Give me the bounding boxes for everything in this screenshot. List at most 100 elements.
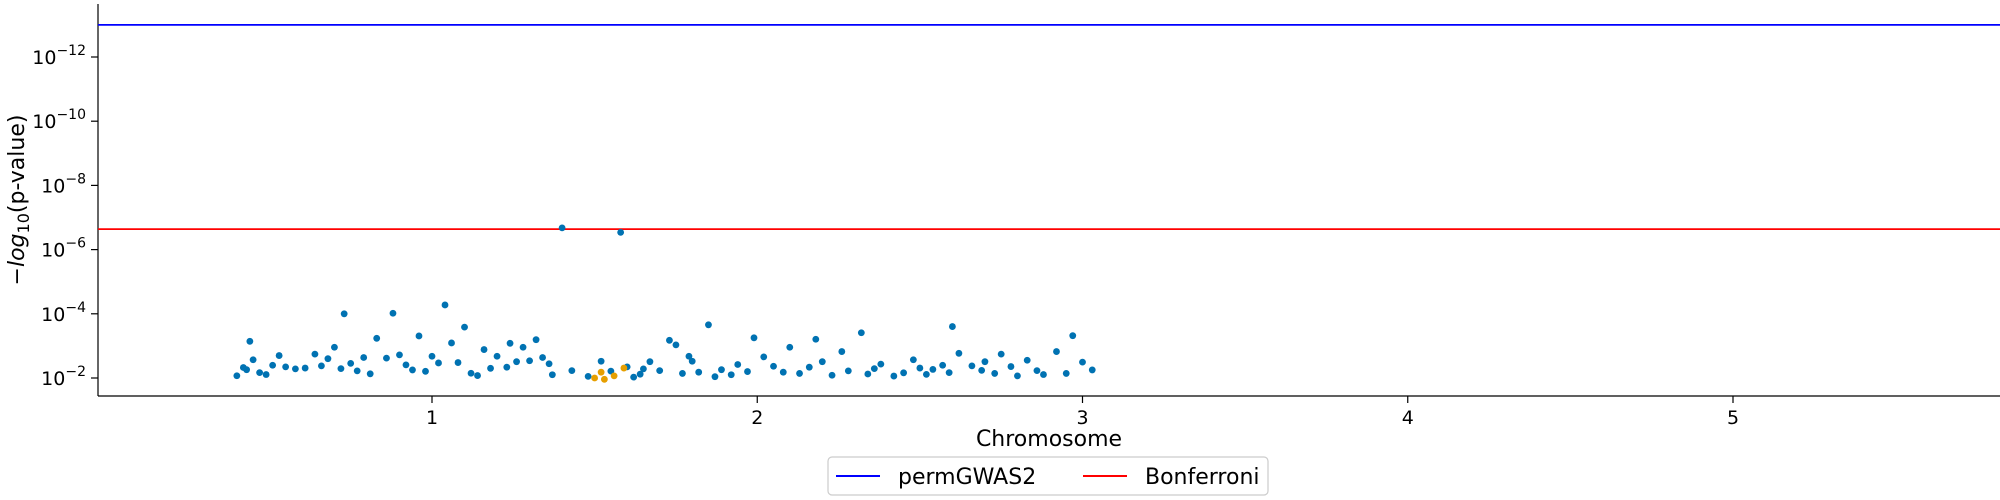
y-tick-base: 10 bbox=[41, 240, 65, 262]
y-axis-label-log: log bbox=[5, 233, 30, 267]
data-point-chr1 bbox=[949, 323, 956, 330]
data-point-chr1 bbox=[1033, 367, 1041, 375]
data-point-chr1 bbox=[864, 370, 872, 378]
x-axis-label: Chromosome bbox=[976, 427, 1122, 452]
data-point-chr1 bbox=[366, 370, 374, 378]
data-point-chr1 bbox=[331, 343, 338, 351]
y-tick-label: 10−4 bbox=[41, 300, 86, 326]
data-point-chr1 bbox=[506, 339, 514, 347]
data-point-chr1 bbox=[249, 356, 257, 364]
y-tick-label: 10−6 bbox=[41, 236, 86, 262]
legend-frame bbox=[827, 456, 1269, 496]
data-point-chr1 bbox=[246, 337, 254, 345]
x-tick-label: 3 bbox=[1076, 407, 1088, 429]
y-tick-exponent: −10 bbox=[56, 107, 86, 123]
data-point-chr1 bbox=[480, 346, 488, 353]
y-tick-label: 10−2 bbox=[41, 364, 86, 390]
data-point-chr1 bbox=[461, 323, 468, 331]
data-point-chr1 bbox=[1053, 348, 1060, 355]
data-point-chr1 bbox=[890, 372, 898, 380]
data-point-chr1 bbox=[900, 369, 908, 377]
data-point-chr1 bbox=[503, 363, 511, 371]
data-point-chr1 bbox=[454, 359, 462, 366]
data-point-chr1 bbox=[396, 351, 403, 359]
data-point-chr1 bbox=[679, 370, 686, 377]
data-point-chr1 bbox=[828, 371, 836, 379]
x-tick-label: 1 bbox=[426, 407, 438, 429]
data-point-chr1 bbox=[513, 358, 520, 366]
data-point-chr1 bbox=[1007, 363, 1015, 370]
data-point-chr1 bbox=[301, 364, 309, 372]
data-point-chr2 bbox=[600, 375, 608, 383]
data-point-chr1 bbox=[1069, 332, 1077, 340]
y-tick-base: 10 bbox=[41, 368, 65, 390]
data-point-chr2 bbox=[591, 374, 599, 382]
data-point-chr2 bbox=[597, 368, 605, 376]
data-points bbox=[233, 224, 1096, 383]
legend: permGWAS2 Bonferroni bbox=[827, 456, 1269, 496]
data-point-chr1 bbox=[991, 370, 999, 377]
data-point-chr1 bbox=[389, 309, 397, 317]
data-point-chr1 bbox=[705, 321, 712, 329]
data-point-chr1 bbox=[770, 362, 777, 370]
y-tick-base: 10 bbox=[32, 111, 56, 133]
data-point-chr1 bbox=[909, 356, 917, 364]
data-point-chr1 bbox=[311, 350, 319, 358]
data-point-chr1 bbox=[734, 361, 742, 368]
data-point-chr1 bbox=[493, 352, 501, 360]
data-point-chr1 bbox=[347, 359, 355, 367]
data-point-chr1 bbox=[233, 372, 241, 380]
data-point-chr1 bbox=[656, 367, 664, 375]
data-point-chr1 bbox=[955, 349, 963, 357]
data-point-chr1 bbox=[519, 343, 527, 351]
data-point-chr2 bbox=[610, 372, 618, 380]
data-point-chr1 bbox=[916, 364, 924, 372]
data-point-chr1 bbox=[718, 366, 725, 374]
data-point-chr1 bbox=[640, 365, 647, 373]
data-point-chr1 bbox=[526, 357, 533, 365]
data-point-chr1 bbox=[672, 341, 680, 349]
data-point-chr1 bbox=[818, 358, 826, 366]
data-point-chr1 bbox=[558, 224, 566, 232]
data-point-chr1 bbox=[750, 334, 758, 342]
data-point-chr1 bbox=[812, 335, 820, 343]
data-point-chr1 bbox=[545, 360, 553, 368]
data-point-chr1 bbox=[291, 365, 299, 373]
x-tick-label: 2 bbox=[751, 407, 763, 429]
data-point-chr1 bbox=[474, 372, 481, 379]
x-tick-label: 4 bbox=[1402, 407, 1414, 429]
data-point-chr1 bbox=[1014, 372, 1021, 380]
data-point-chr1 bbox=[539, 354, 546, 361]
data-point-chr1 bbox=[779, 368, 787, 376]
data-point-chr1 bbox=[568, 367, 576, 375]
y-axis-label-prefix: − bbox=[5, 267, 30, 285]
y-axis-label-suffix: (p-value) bbox=[5, 115, 30, 214]
data-point-chr1 bbox=[844, 367, 852, 375]
data-point-chr1 bbox=[922, 370, 930, 378]
data-point-chr1 bbox=[243, 366, 251, 374]
data-point-chr1 bbox=[275, 352, 283, 359]
y-tick-exponent: −6 bbox=[65, 236, 86, 252]
y-tick-base: 10 bbox=[41, 304, 65, 326]
data-point-chr1 bbox=[441, 301, 449, 309]
data-point-chr1 bbox=[978, 367, 986, 374]
data-point-chr1 bbox=[256, 369, 264, 377]
data-point-chr1 bbox=[487, 364, 494, 372]
y-tick-exponent: −4 bbox=[65, 300, 86, 316]
data-point-chr1 bbox=[981, 358, 989, 366]
data-point-chr1 bbox=[269, 361, 277, 369]
data-point-chr1 bbox=[685, 352, 693, 360]
data-point-chr2 bbox=[620, 364, 628, 372]
data-point-chr1 bbox=[877, 360, 885, 368]
x-tick-group: 1 2 3 4 5 bbox=[426, 396, 1739, 429]
data-point-chr1 bbox=[870, 365, 878, 373]
data-point-chr1 bbox=[282, 363, 290, 371]
data-point-chr1 bbox=[448, 339, 455, 347]
y-tick-label: 10−10 bbox=[32, 107, 86, 133]
data-point-chr1 bbox=[1088, 366, 1096, 374]
data-point-chr1 bbox=[402, 361, 410, 369]
data-point-chr1 bbox=[760, 353, 768, 361]
data-point-chr1 bbox=[262, 371, 270, 378]
data-point-chr1 bbox=[646, 358, 654, 366]
